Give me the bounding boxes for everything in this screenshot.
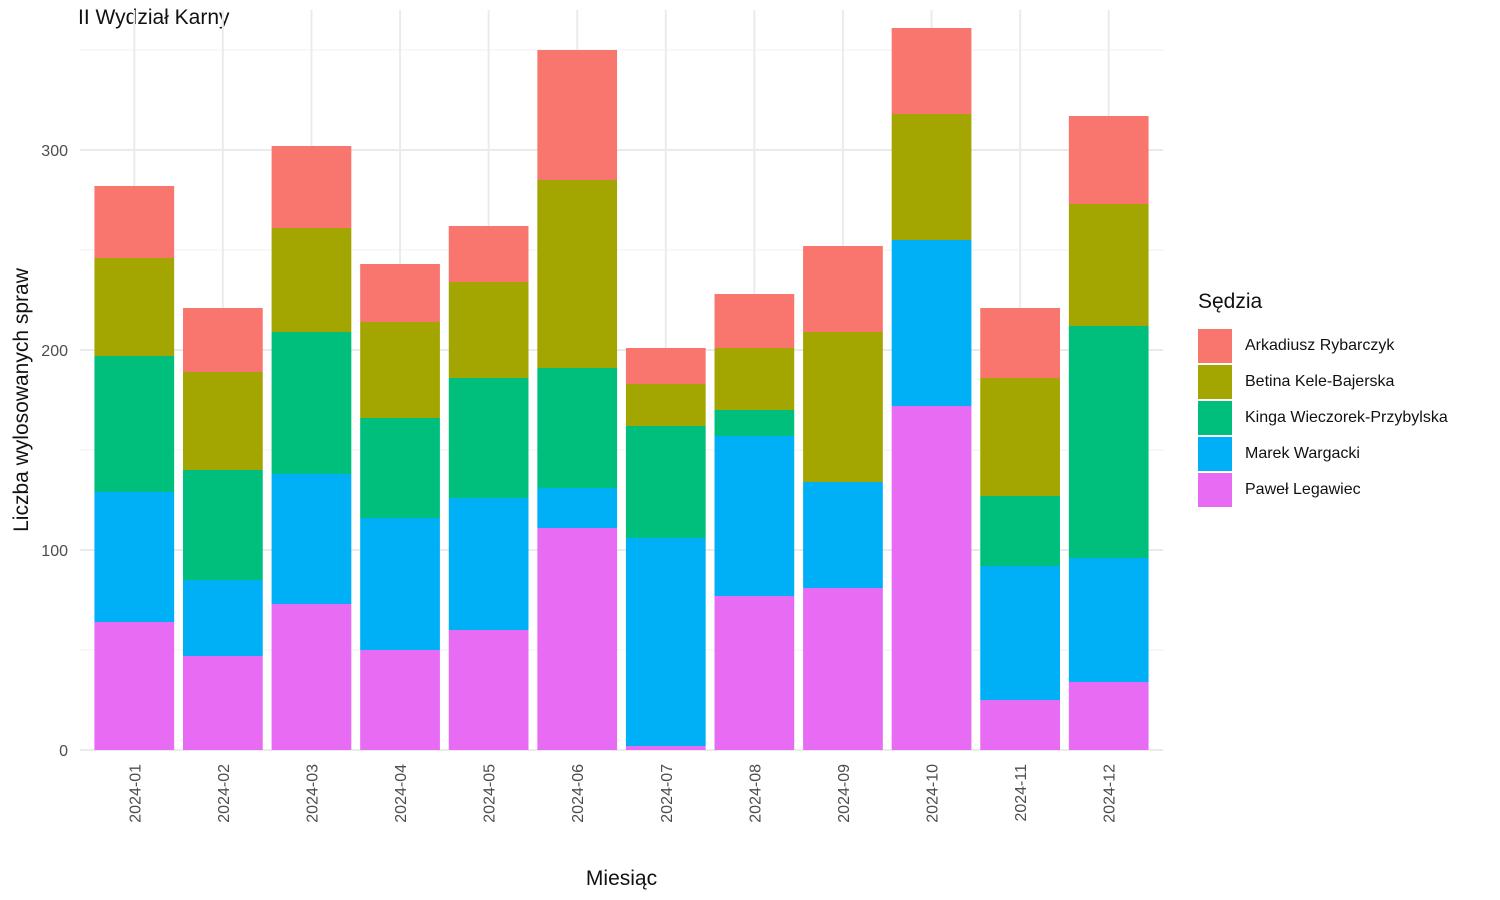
bar-segment bbox=[271, 474, 352, 604]
bar-segment bbox=[94, 258, 175, 356]
legend-label: Paweł Legawiec bbox=[1245, 481, 1361, 498]
x-tick-label: 2024-06 bbox=[570, 764, 587, 823]
x-tick-label: 2024-04 bbox=[393, 764, 410, 823]
x-tick-label: 2024-07 bbox=[659, 764, 676, 823]
bar-segment bbox=[271, 604, 352, 750]
bar-segment bbox=[448, 226, 529, 282]
chart-title: II Wydział Karny bbox=[78, 6, 230, 29]
x-tick-label: 2024-10 bbox=[925, 764, 942, 823]
bar-segment bbox=[980, 308, 1060, 378]
bar-segment bbox=[183, 580, 263, 656]
y-tick-label: 0 bbox=[59, 743, 68, 760]
y-tick-label: 300 bbox=[41, 143, 68, 160]
bar-segment bbox=[537, 528, 618, 750]
bar-segment bbox=[183, 372, 263, 470]
x-tick-label: 2024-02 bbox=[216, 764, 233, 823]
legend-item: Paweł Legawiec bbox=[1198, 472, 1448, 508]
bar-segment bbox=[714, 348, 795, 410]
x-tick-label: 2024-08 bbox=[747, 764, 764, 823]
bar-segment bbox=[183, 308, 263, 372]
legend-item: Marek Wargacki bbox=[1198, 436, 1448, 472]
y-tick-label: 200 bbox=[41, 343, 68, 360]
x-tick-label: 2024-01 bbox=[127, 764, 144, 823]
legend-item: Kinga Wieczorek-Przybylska bbox=[1198, 400, 1448, 436]
bar-segment bbox=[625, 538, 706, 746]
legend-key bbox=[1198, 473, 1232, 507]
bar-segment bbox=[803, 246, 883, 332]
bar-segment bbox=[271, 146, 352, 228]
bar-segment bbox=[980, 378, 1060, 496]
bar-segment bbox=[1068, 116, 1149, 204]
bar-segment bbox=[360, 322, 440, 418]
legend-item: Betina Kele-Bajerska bbox=[1198, 364, 1448, 400]
x-tick-label: 2024-05 bbox=[482, 764, 499, 823]
y-tick-label: 100 bbox=[41, 543, 68, 560]
bar-segment bbox=[360, 418, 440, 518]
x-tick-label: 2024-03 bbox=[304, 764, 321, 823]
bar-segment bbox=[360, 650, 440, 750]
bar-segment bbox=[891, 406, 972, 750]
bar-segment bbox=[94, 186, 175, 258]
bar-segment bbox=[537, 368, 618, 488]
bar-segment bbox=[980, 496, 1060, 566]
bar-segment bbox=[803, 588, 883, 750]
bar-segment bbox=[94, 492, 175, 622]
legend-label: Kinga Wieczorek-Przybylska bbox=[1245, 409, 1448, 426]
x-axis-label: Miesiąc bbox=[586, 867, 657, 890]
bar-segment bbox=[360, 264, 440, 322]
bar-segment bbox=[94, 356, 175, 492]
bar-segment bbox=[625, 426, 706, 538]
bar-segment bbox=[271, 228, 352, 332]
bar-segment bbox=[94, 622, 175, 750]
bar-segment bbox=[448, 378, 529, 498]
legend: Sędzia Arkadiusz Rybarczyk Betina Kele-Ba… bbox=[1198, 290, 1448, 508]
bar-segment bbox=[448, 498, 529, 630]
legend-label: Arkadiusz Rybarczyk bbox=[1245, 337, 1395, 354]
bar-segment bbox=[625, 746, 706, 750]
legend-label: Marek Wargacki bbox=[1245, 445, 1360, 462]
bar-segment bbox=[537, 180, 618, 368]
bar-segment bbox=[625, 348, 706, 384]
bar-segment bbox=[537, 488, 618, 528]
bar-segment bbox=[891, 28, 972, 114]
bar-segment bbox=[1068, 204, 1149, 326]
y-axis-label: Liczba wylosowanych spraw bbox=[10, 267, 33, 532]
bar-segment bbox=[625, 384, 706, 426]
x-tick-labels: 2024-01 2024-02 2024-03 2024-04 2024-05 2024-… bbox=[127, 764, 1118, 823]
x-tick-label: 2024-11 bbox=[1013, 764, 1030, 822]
bar-segment bbox=[714, 436, 795, 596]
x-tick-label: 2024-12 bbox=[1102, 764, 1119, 823]
bar-segment bbox=[537, 50, 618, 180]
x-tick-label: 2024-09 bbox=[836, 764, 853, 823]
bar-segment bbox=[448, 282, 529, 378]
bar-segment bbox=[271, 332, 352, 474]
bar-segment bbox=[714, 410, 795, 436]
y-tick-labels: 0 100 200 300 bbox=[41, 143, 68, 760]
bar-segment bbox=[360, 518, 440, 650]
legend-label: Betina Kele-Bajerska bbox=[1245, 373, 1395, 390]
bars bbox=[94, 28, 1149, 750]
bar-segment bbox=[891, 114, 972, 240]
bar-segment bbox=[803, 332, 883, 482]
bar-segment bbox=[1068, 558, 1149, 682]
bar-segment bbox=[980, 700, 1060, 750]
bar-segment bbox=[1068, 682, 1149, 750]
bar-segment bbox=[448, 630, 529, 750]
legend-key bbox=[1198, 329, 1232, 363]
bar-segment bbox=[891, 240, 972, 406]
bar-segment bbox=[714, 596, 795, 750]
bar-segment bbox=[1068, 326, 1149, 558]
legend-key bbox=[1198, 437, 1232, 471]
legend-key bbox=[1198, 365, 1232, 399]
bar-segment bbox=[183, 656, 263, 750]
legend-item: Arkadiusz Rybarczyk bbox=[1198, 328, 1448, 364]
bar-segment bbox=[803, 482, 883, 588]
legend-title: Sędzia bbox=[1198, 290, 1263, 313]
bar-segment bbox=[183, 470, 263, 580]
bar-segment bbox=[980, 566, 1060, 700]
bar-segment bbox=[714, 294, 795, 348]
legend-key bbox=[1198, 401, 1232, 435]
